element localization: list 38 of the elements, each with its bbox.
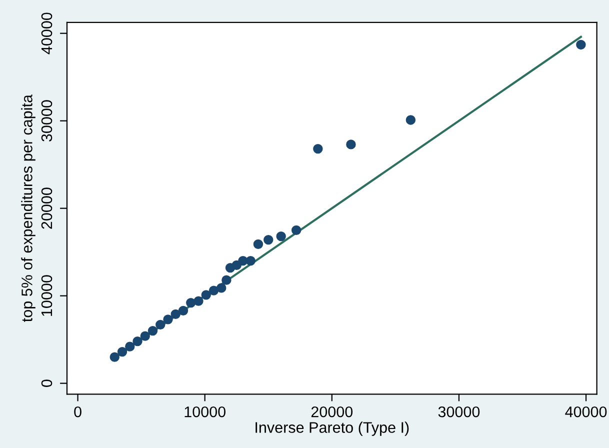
point xyxy=(346,140,356,150)
x-tick-label: 10000 xyxy=(184,406,226,418)
x-tick-label: 40000 xyxy=(565,406,607,418)
y-tick-label: 10000 xyxy=(41,275,52,316)
point xyxy=(178,306,188,316)
point xyxy=(276,231,286,242)
point xyxy=(170,309,180,320)
x-tick-label: 0 xyxy=(74,406,82,418)
point xyxy=(125,342,135,352)
point xyxy=(576,40,586,50)
point xyxy=(406,115,416,125)
point xyxy=(117,346,128,357)
point xyxy=(291,225,302,236)
y-axis-title: top 5% of expenditures per capita xyxy=(21,94,36,322)
point xyxy=(110,352,120,362)
point xyxy=(132,336,142,346)
point xyxy=(140,331,150,341)
point xyxy=(163,314,173,324)
point xyxy=(313,144,323,154)
y-tick-label: 40000 xyxy=(41,12,52,54)
y-tick-label: 30000 xyxy=(41,100,52,142)
point xyxy=(156,320,166,330)
point xyxy=(194,296,204,306)
point xyxy=(253,239,264,250)
y-tick-label: 20000 xyxy=(41,188,52,229)
point xyxy=(232,260,242,270)
y-tick-label: 0 xyxy=(41,380,52,387)
x-axis-title: Inverse Pareto (Type I) xyxy=(256,422,409,436)
point xyxy=(201,290,211,300)
point xyxy=(208,286,219,296)
x-tick-label: 20000 xyxy=(311,406,353,418)
point xyxy=(148,326,158,336)
point xyxy=(246,256,256,266)
point xyxy=(222,275,232,285)
point xyxy=(264,234,274,245)
point xyxy=(186,298,196,308)
point xyxy=(216,283,226,293)
x-tick-label: 30000 xyxy=(438,406,480,418)
